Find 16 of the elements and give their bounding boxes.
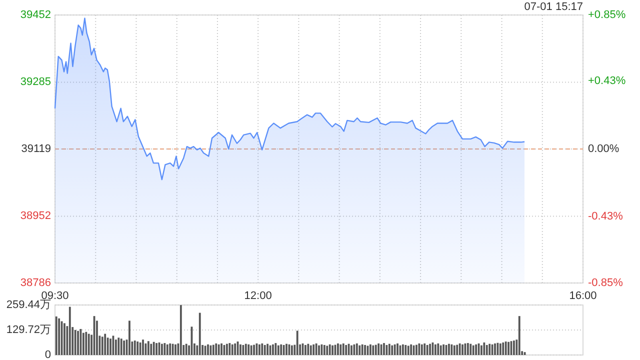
y2-tick-label: 0.00% bbox=[588, 142, 620, 155]
y2-tick-label: +0.85% bbox=[588, 8, 626, 21]
x-tick-label: 12:00 bbox=[244, 290, 272, 302]
y-tick-label: 39285 bbox=[20, 76, 51, 88]
y2-tick-label: -0.43% bbox=[588, 210, 624, 223]
y-tick-label: 38952 bbox=[20, 210, 51, 222]
y-tick-label: 0 bbox=[44, 348, 51, 360]
y2-tick-label: -0.85% bbox=[588, 276, 624, 289]
y-tick-label: 39119 bbox=[21, 142, 51, 155]
y-tick-label: 39452 bbox=[20, 8, 51, 21]
y-tick-label: 38786 bbox=[20, 276, 51, 289]
y-tick-label: 129.72万 bbox=[6, 324, 51, 336]
y-tick-label: 259.44万 bbox=[6, 298, 51, 311]
y2-tick-label: +0.43% bbox=[588, 75, 626, 88]
x-tick-label: 16:00 bbox=[569, 290, 597, 302]
chart-subtitle: 07-01 15:17 bbox=[524, 0, 583, 13]
